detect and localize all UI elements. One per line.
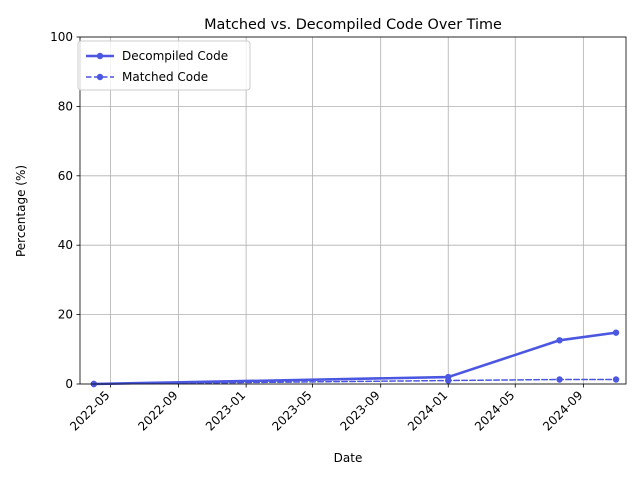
legend-swatch-marker (96, 52, 104, 60)
legend-box (77, 40, 251, 91)
data-point-decompiled (612, 329, 620, 336)
chart-title: Matched vs. Decompiled Code Over Time (204, 17, 502, 33)
y-tick-label: 0 (65, 377, 73, 391)
series-line-decompiled (92, 331, 618, 386)
legend: Decompiled Code Matched Code (77, 40, 251, 91)
data-point-decompiled (556, 337, 563, 344)
legend-label: Matched Code (122, 70, 208, 84)
y-tick-label: 80 (58, 99, 73, 113)
series-line-matched (93, 378, 617, 385)
x-axis-label: Date (334, 451, 363, 465)
data-point-matched (445, 377, 452, 384)
legend-label: Decompiled Code (122, 49, 228, 63)
y-tick-label: 60 (58, 169, 73, 183)
y-tick-label: 40 (58, 238, 73, 252)
y-tick-label: 100 (50, 30, 73, 44)
y-tick-label: 20 (58, 308, 73, 322)
y-axis-ticks: 0 20 40 60 80 100 (50, 30, 80, 391)
data-point-matched (556, 376, 563, 383)
legend-swatch-marker (96, 73, 104, 81)
series-layer (90, 329, 620, 388)
y-axis-label: Percentage (%) (14, 165, 28, 257)
data-point-matched (612, 376, 620, 383)
plot-frame (79, 36, 627, 385)
